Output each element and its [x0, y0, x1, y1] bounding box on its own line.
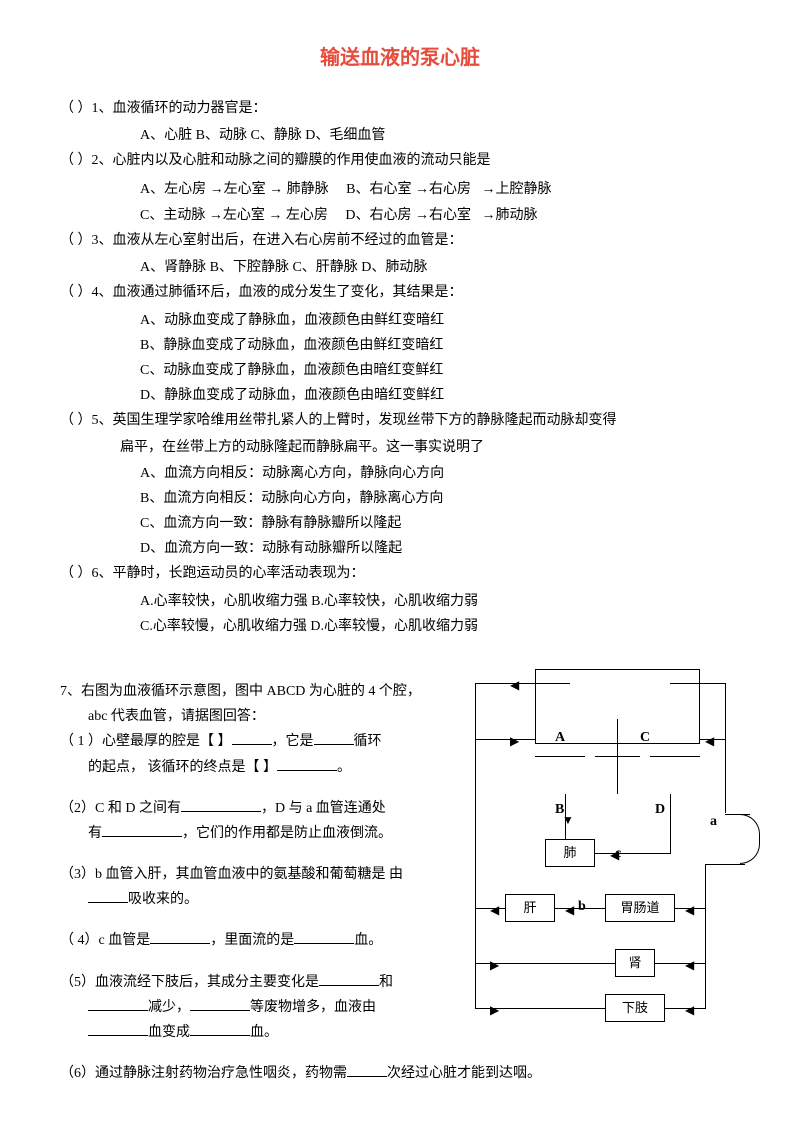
q7-4c: 血。 [354, 933, 382, 948]
label-D: D [655, 797, 665, 822]
kidney-box: 肾 [615, 949, 655, 977]
label-A: A [555, 725, 565, 750]
q7-5d: 等废物增多，血液由 [250, 1000, 376, 1015]
q4: （ ）4、血液通过肺循环后，血液的成分发生了变化，其结果是： [60, 280, 740, 305]
q2c: C、主动脉 [140, 208, 205, 223]
q7-1c: 循环 [354, 734, 382, 749]
q3: （ ）3、血液从左心室射出后，在进入右心房前不经过的血管是： [60, 228, 740, 253]
q6: （ ）6、平静时，长跑运动员的心率活动表现为： [60, 561, 740, 586]
q7-2: （2）C 和 D 之间有 ，D 与 a 血管连通处 有 ，它们的作用都是防止血液倒流… [60, 796, 410, 846]
q7-5c: 减少， [148, 1000, 190, 1015]
q4c: C、动脉血变成了静脉血，血液颜色由暗红变鲜红 [60, 358, 740, 383]
q7-1a: （ 1 ）心壁最厚的腔是【 】 [60, 734, 232, 749]
q7-4: （ 4）c 血管是 ，里面流的是 血。 [60, 928, 410, 953]
q5c: C、血流方向一致：静脉有静脉瓣所以隆起 [60, 511, 740, 536]
q5d: D、血流方向一致：动脉有动脉瓣所以隆起 [60, 536, 740, 561]
circulation-diagram: 上肢和头 A C B D a 肺 c 肝 b 胃肠道 肾 下肢 [450, 669, 760, 1039]
q7-1e: 。 [337, 760, 351, 775]
q7-6b: 次经过心脏才能到达咽。 [387, 1066, 541, 1081]
q2b2: 右心房 [429, 182, 471, 197]
q7-2b: ，D 与 a 血管连通处 [261, 801, 386, 816]
label-a: a [710, 809, 717, 834]
q3-opts: A、肾静脉 B、下腔静脉 C、肝静脉 D、肺动脉 [60, 255, 740, 280]
q1-opts: A、心脏 B、动脉 C、静脉 D、毛细血管 [60, 123, 740, 148]
q2a2: 左心室 [224, 182, 266, 197]
q6-r1: A.心率较快，心肌收缩力强 B.心率较快，心肌收缩力弱 [60, 589, 740, 614]
q7-3b: 吸收来的。 [128, 892, 198, 907]
q4b: B、静脉血变成了动脉血，血液颜色由鲜红变暗红 [60, 333, 740, 358]
q2: （ ）2、心脏内以及心脏和动脉之间的瓣膜的作用使血液的流动只能是 [60, 148, 740, 173]
label-b: b [578, 894, 586, 919]
lung-box: 肺 [545, 839, 595, 867]
q2d3: 肺动脉 [495, 208, 537, 223]
gut-box: 胃肠道 [605, 894, 675, 922]
leg-box: 下肢 [605, 994, 665, 1022]
q6-r2: C.心率较慢，心肌收缩力强 D.心率较慢，心肌收缩力弱 [60, 614, 740, 639]
q2b: B、右心室 [346, 182, 411, 197]
label-C: C [640, 725, 650, 750]
q7-1b: ，它是 [272, 734, 314, 749]
q5b: B、血流方向相反：动脉向心方向，静脉离心方向 [60, 486, 740, 511]
q7-3: （3）b 血管入肝，其血管血液中的氨基酸和葡萄糖是 由 吸收来的。 [60, 862, 410, 912]
q1: （ ）1、血液循环的动力器官是： [60, 96, 740, 121]
q7-2c: 有 [60, 826, 102, 841]
q5-cont: 扁平，在丝带上方的动脉隆起而静脉扁平。这一事实说明了 [60, 435, 740, 460]
q2d2: 右心室 [429, 208, 471, 223]
q2c2: 左心室 [223, 208, 265, 223]
q7-5a: （5）血液流经下肢后，其成分主要变化是 [60, 975, 319, 990]
q5a: A、血流方向相反：动脉离心方向，静脉向心方向 [60, 461, 740, 486]
page-title: 输送血液的泵心脏 [60, 40, 740, 76]
q7-2a: （2）C 和 D 之间有 [60, 801, 181, 816]
q2-row1: A、左心房 →左心室 → 肺静脉 B、右心室 →右心房 →上腔静脉 [60, 176, 740, 202]
q7-5b: 和 [379, 975, 393, 990]
q7-6a: （6）通过静脉注射药物治疗急性咽炎，药物需 [60, 1066, 347, 1081]
liver-box: 肝 [505, 894, 555, 922]
q7-4b: ，里面流的是 [210, 933, 294, 948]
q7-4a: （ 4）c 血管是 [60, 933, 150, 948]
q2a: A、左心房 [140, 182, 206, 197]
q5: （ ）5、英国生理学家哈维用丝带扎紧人的上臂时，发现丝带下方的静脉隆起而动脉却变… [60, 408, 740, 433]
q7-3a: （3）b 血管入肝，其血管血液中的氨基酸和葡萄糖是 由 [60, 867, 403, 882]
q2d: D、右心房 [345, 208, 411, 223]
q2b3: 上腔静脉 [495, 182, 551, 197]
q4a: A、动脉血变成了静脉血，血液颜色由鲜红变暗红 [60, 308, 740, 333]
q2a3: 肺静脉 [287, 182, 329, 197]
q7-1: （ 1 ）心壁最厚的腔是【 】 ，它是 循环 的起点， 该循环的终点是【 】 。 [60, 729, 410, 779]
q4d: D、静脉血变成了动脉血，血液颜色由暗红变鲜红 [60, 383, 740, 408]
q2c3: 左心房 [286, 208, 328, 223]
q7-1d: 的起点， 该循环的终点是【 】 [60, 760, 277, 775]
q7-5e: 血变成 [148, 1025, 190, 1040]
q7-2d: ，它们的作用都是防止血液倒流。 [182, 826, 392, 841]
q7-5f: 血。 [250, 1025, 278, 1040]
q7-6: （6）通过静脉注射药物治疗急性咽炎，药物需 次经过心脏才能到达咽。 [60, 1061, 660, 1086]
q2-row2: C、主动脉 →左心室 → 左心房 D、右心房 →右心室 →肺动脉 [60, 202, 740, 228]
